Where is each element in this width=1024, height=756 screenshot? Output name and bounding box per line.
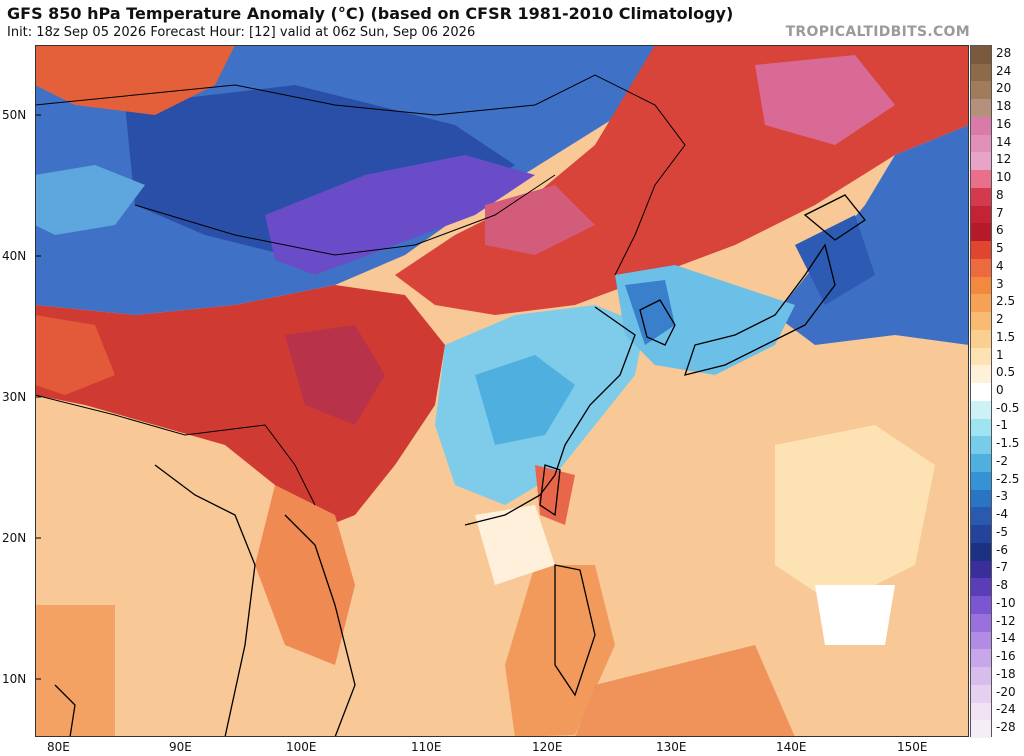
lon-label-80e: 80E: [47, 740, 70, 754]
colorbar-swatch: [971, 684, 991, 703]
colorbar-tick-label: 4: [996, 258, 1004, 273]
lon-label-150e: 150E: [897, 740, 928, 754]
colorbar-swatch: [971, 347, 991, 366]
colorbar-swatch: [971, 418, 991, 437]
colorbar-swatch: [971, 134, 991, 153]
colorbar-tick-label: -2.5: [996, 471, 1020, 486]
colorbar-swatch: [971, 578, 991, 597]
colorbar-swatch: [971, 365, 991, 384]
colorbar-swatch: [971, 542, 991, 562]
colorbar-swatch: [971, 489, 991, 508]
colorbar-tick-label: -3: [996, 489, 1008, 504]
anomaly-colorbar: [970, 45, 992, 739]
map-title: GFS 850 hPa Temperature Anomaly (°C) (ba…: [7, 4, 734, 23]
colorbar-swatch: [971, 596, 991, 615]
colorbar-swatch: [971, 276, 991, 295]
colorbar-tick-label: -0.5: [996, 400, 1020, 415]
colorbar-tick-label: 28: [996, 45, 1012, 60]
lat-label-50n: 50N: [2, 108, 27, 122]
colorbar-swatch: [971, 613, 991, 633]
colorbar-tick-label: 7: [996, 205, 1004, 220]
colorbar-swatch: [971, 329, 991, 349]
colorbar-tick-label: -4: [996, 507, 1008, 522]
colorbar-swatch: [971, 507, 991, 526]
colorbar-tick-label: 5: [996, 241, 1004, 256]
colorbar-swatch: [971, 63, 991, 82]
colorbar-tick-label: 20: [996, 81, 1012, 96]
colorbar-swatch: [971, 631, 991, 650]
colorbar-tick-label: -2: [996, 453, 1008, 468]
colorbar-tick-label: -24: [996, 702, 1016, 717]
colorbar-tick-label: -12: [996, 613, 1016, 628]
colorbar-tick-label: 2: [996, 312, 1004, 327]
colorbar-tick-label: -7: [996, 560, 1008, 575]
colorbar-tick-label: 6: [996, 223, 1004, 238]
colorbar-tick-label: 2.5: [996, 294, 1016, 309]
colorbar-tick-label: -16: [996, 649, 1016, 664]
lon-label-100e: 100E: [286, 740, 317, 754]
lat-label-20n: 20N: [2, 531, 27, 545]
colorbar-tick-label: 1.5: [996, 329, 1016, 344]
colorbar-swatch: [971, 152, 991, 171]
colorbar-swatch: [971, 436, 991, 455]
colorbar-swatch: [971, 187, 991, 207]
colorbar-tick-label: 1: [996, 347, 1004, 362]
colorbar-tick-label: 10: [996, 170, 1012, 185]
colorbar-tick-label: 0.5: [996, 365, 1016, 380]
colorbar-tick-label: -14: [996, 631, 1016, 646]
lon-label-140e: 140E: [776, 740, 807, 754]
colorbar-swatch: [971, 81, 991, 100]
colorbar-tick-label: -5: [996, 524, 1008, 539]
colorbar-tick-label: 18: [996, 99, 1012, 114]
anomaly-map: [35, 45, 969, 737]
colorbar-swatch: [971, 223, 991, 242]
colorbar-tick-label: 14: [996, 134, 1012, 149]
colorbar-swatch: [971, 649, 991, 668]
colorbar-swatch: [971, 241, 991, 260]
colorbar-tick-label: 24: [996, 63, 1012, 78]
colorbar-tick-label: -28: [996, 720, 1016, 735]
colorbar-tick-label: -10: [996, 595, 1016, 610]
map-canvas: [35, 45, 969, 737]
lat-label-30n: 30N: [2, 390, 27, 404]
colorbar-tick-label: -1: [996, 418, 1008, 433]
colorbar-tick-label: -18: [996, 666, 1016, 681]
colorbar-swatch: [971, 99, 991, 118]
colorbar-swatch: [971, 205, 991, 224]
colorbar-tick-label: 3: [996, 276, 1004, 291]
colorbar-swatch: [971, 560, 991, 579]
colorbar-tick-label: 0: [996, 383, 1004, 397]
colorbar-swatch: [971, 702, 991, 721]
lon-label-120e: 120E: [532, 740, 563, 754]
colorbar-tick-label: 8: [996, 187, 1004, 202]
colorbar-swatch: [971, 46, 991, 65]
lon-label-130e: 130E: [656, 740, 687, 754]
colorbar-swatch: [971, 667, 991, 686]
brand-watermark: TROPICALTIDBITS.COM: [785, 24, 970, 40]
colorbar-swatch: [971, 471, 991, 491]
colorbar-swatch: [971, 312, 991, 331]
lon-label-110e: 110E: [411, 740, 442, 754]
colorbar-swatch: [971, 400, 991, 420]
lat-label-40n: 40N: [2, 249, 27, 263]
colorbar-swatch: [971, 383, 991, 402]
lon-label-90e: 90E: [169, 740, 192, 754]
colorbar-tick-label: 16: [996, 116, 1012, 131]
colorbar-swatch: [971, 116, 991, 136]
colorbar-swatch: [971, 294, 991, 313]
colorbar-tick-label: -20: [996, 684, 1016, 699]
colorbar-tick-label: -8: [996, 578, 1008, 593]
lat-label-10n: 10N: [2, 672, 27, 686]
forecast-info: Init: 18z Sep 05 2026 Forecast Hour: [12…: [7, 25, 476, 40]
colorbar-tick-label: 12: [996, 152, 1012, 167]
colorbar-swatch: [971, 525, 991, 544]
colorbar-swatch: [971, 170, 991, 189]
colorbar-swatch: [971, 720, 991, 739]
colorbar-tick-label: -6: [996, 542, 1008, 557]
colorbar-swatch: [971, 258, 991, 278]
colorbar-swatch: [971, 454, 991, 473]
colorbar-tick-label: -1.5: [996, 436, 1020, 451]
